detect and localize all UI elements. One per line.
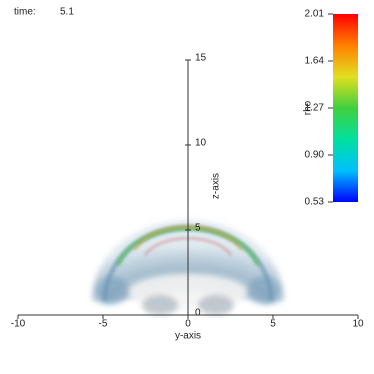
y-tick-label: 5 [195, 223, 201, 234]
colorbar-tick-label: 1.27 [305, 103, 325, 114]
y-tick-label: 10 [195, 138, 207, 149]
colorbar-tick-label: 0.53 [305, 197, 325, 208]
x-tick-label: -5 [99, 319, 108, 330]
time-value: 5.1 [60, 7, 74, 18]
colorbar-tick-label: 0.90 [305, 150, 325, 161]
time-label: time: [14, 7, 36, 18]
x-tick-label: 5 [270, 319, 276, 330]
colorbar-tick-label: 2.01 [305, 9, 325, 20]
colorbar-tick-label: 1.64 [305, 56, 325, 67]
y-tick-label: 15 [195, 53, 207, 64]
y-axis-label: z-axis [211, 173, 222, 199]
x-axis-label: y-axis [175, 331, 201, 342]
colorbar [333, 14, 358, 202]
x-tick-label: 0 [185, 319, 191, 330]
y-tick-label: 0 [195, 308, 201, 319]
x-tick-label: -10 [11, 319, 26, 330]
x-tick-label: 10 [352, 319, 364, 330]
colorbar-label: rho [303, 100, 314, 115]
